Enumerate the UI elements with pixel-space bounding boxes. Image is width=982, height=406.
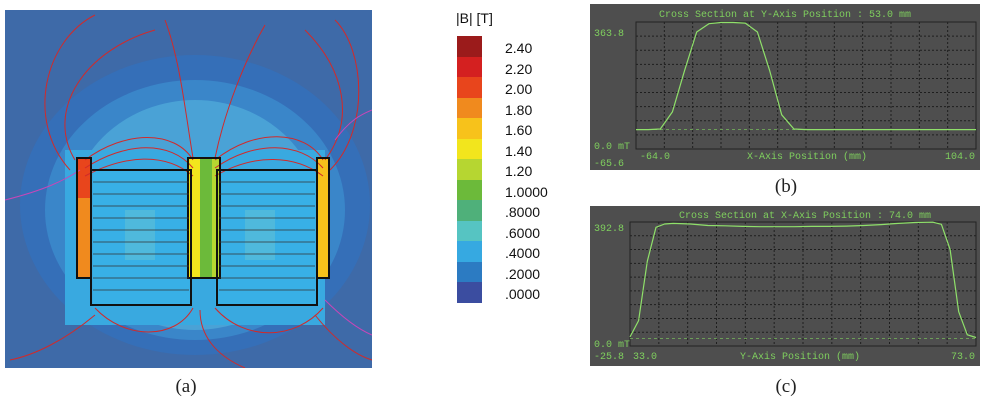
plot-c-y-zero: 0.0 mT — [594, 340, 630, 351]
colorbar-label: .6000 — [505, 224, 541, 241]
plot-b-x-left: -64.0 — [640, 152, 670, 163]
colorbar-label: 1.0000 — [505, 183, 548, 200]
colorbar-label: 1.60 — [505, 122, 533, 138]
series-line — [636, 21, 976, 131]
plot-c-y-bottom: -25.8 — [594, 352, 624, 363]
colorbar-swatch — [457, 77, 482, 98]
colorbar-swatch — [457, 261, 482, 282]
field-patch — [125, 210, 155, 260]
colorbar-swatch — [457, 97, 482, 118]
plot-b-y-bottom: -65.6 — [594, 159, 624, 170]
center-pole-middle — [200, 158, 212, 278]
colorbar — [457, 36, 482, 303]
field-map-svg — [4, 10, 373, 369]
right-pole-high-field — [317, 158, 329, 278]
plot-frame — [635, 21, 977, 150]
left-pole-peak-field — [77, 158, 91, 198]
colorbar-label: .2000 — [505, 265, 541, 282]
colorbar-label: 1.80 — [505, 101, 533, 118]
colorbar-swatch — [457, 36, 482, 57]
colorbar-label: 2.20 — [505, 60, 533, 77]
plot-frame — [629, 221, 977, 347]
caption-b: (b) — [774, 176, 798, 197]
plot-c-panel: Cross Section at X-Axis Position : 74.0 … — [590, 206, 980, 366]
plot-b-x-axis-label: X-Axis Position (mm) — [747, 151, 867, 163]
contour-lines — [4, 109, 373, 336]
plot-b-svg: Cross Section at Y-Axis Position : 53.0 … — [594, 9, 977, 170]
plot-b-y-top: 363.8 — [594, 29, 624, 40]
colorbar-label: .0000 — [505, 286, 541, 302]
colorbar-swatch — [457, 179, 482, 200]
colorbar-swatch — [457, 241, 482, 262]
plot-c-title: Cross Section at X-Axis Position : 74.0 … — [679, 210, 931, 222]
colorbar-label: 1.20 — [505, 163, 533, 179]
colorbar-swatch — [457, 200, 482, 221]
colorbar-swatch — [457, 220, 482, 241]
coil-turns — [93, 181, 315, 291]
field-map — [4, 10, 373, 369]
plot-b-title: Cross Section at Y-Axis Position : 53.0 … — [659, 9, 911, 21]
plot-c-svg: Cross Section at X-Axis Position : 74.0 … — [594, 210, 977, 363]
colorbar-swatch — [457, 159, 482, 180]
colorbar-swatch — [457, 282, 482, 303]
plot-c-x-axis-label: Y-Axis Position (mm) — [740, 351, 860, 363]
colorbar-labels: 2.40 2.20 2.00 1.80 1.60 1.40 1.20 1.0000 .8000.… — [505, 38, 548, 305]
series-line — [629, 221, 977, 339]
colorbar-label: .4000 — [505, 245, 541, 261]
colorbar-label: 2.40 — [505, 40, 533, 56]
center-pole-left — [188, 158, 200, 278]
plot-c-x-right: 73.0 — [951, 352, 975, 363]
plot-c-x-left: 33.0 — [633, 352, 657, 363]
plot-c-y-top: 392.8 — [594, 224, 624, 235]
magnet-geometry — [76, 157, 330, 306]
caption-a: (a) — [175, 376, 197, 397]
plot-b-x-right: 104.0 — [945, 152, 975, 163]
field-patch — [245, 210, 275, 260]
colorbar-swatch — [457, 138, 482, 159]
plot-b-y-zero: 0.0 mT — [594, 142, 630, 153]
colorbar-title: |B| [T] — [456, 10, 493, 26]
colorbar-swatch — [457, 56, 482, 77]
caption-c: (c) — [775, 376, 797, 397]
colorbar-label: 1.40 — [505, 142, 533, 159]
plot-b-panel: Cross Section at Y-Axis Position : 53.0 … — [590, 4, 980, 170]
colorbar-label: 2.00 — [505, 81, 533, 97]
colorbar-swatch — [457, 118, 482, 139]
colorbar-label: .8000 — [505, 204, 541, 220]
